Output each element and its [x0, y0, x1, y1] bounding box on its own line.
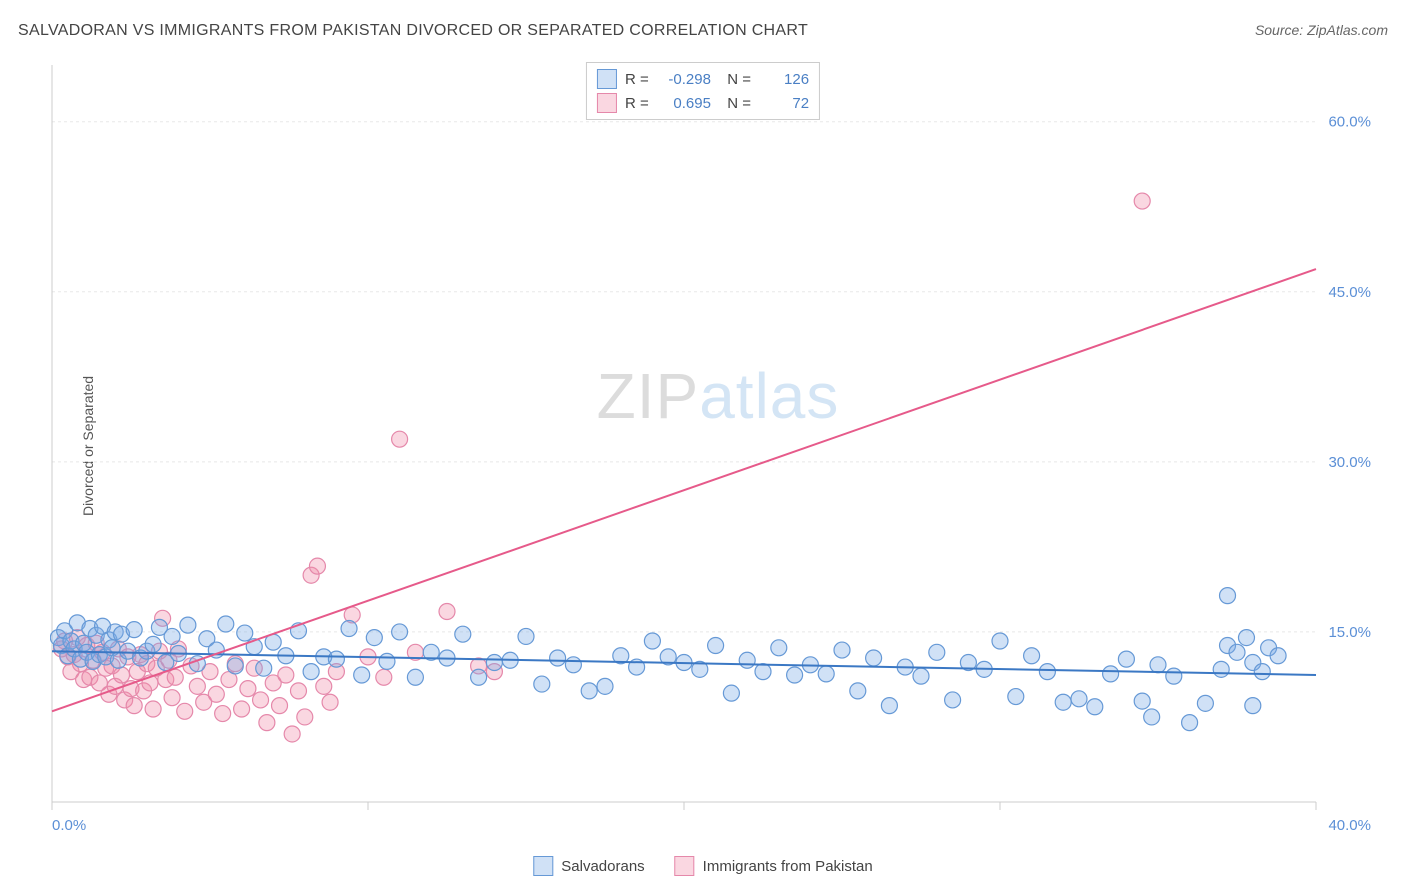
bottom-legend: Salvadorans Immigrants from Pakistan [533, 856, 872, 876]
svg-text:30.0%: 30.0% [1328, 454, 1371, 471]
swatch-series-0 [597, 69, 617, 89]
chart-title: SALVADORAN VS IMMIGRANTS FROM PAKISTAN D… [18, 22, 808, 40]
n-value-1: 72 [759, 95, 809, 112]
svg-text:0.0%: 0.0% [52, 817, 86, 834]
legend-item-0: Salvadorans [533, 856, 644, 876]
legend-item-1: Immigrants from Pakistan [675, 856, 873, 876]
svg-text:40.0%: 40.0% [1328, 817, 1371, 834]
svg-text:15.0%: 15.0% [1328, 624, 1371, 641]
plot-area: 15.0%30.0%45.0%60.0%0.0%40.0% ZIPatlas [50, 60, 1386, 842]
r-value-1: 0.695 [661, 95, 711, 112]
n-label: N = [719, 95, 751, 112]
correlation-stats-box: R = -0.298 N = 126 R = 0.695 N = 72 [586, 62, 820, 120]
stats-row-series-0: R = -0.298 N = 126 [597, 67, 809, 91]
svg-text:45.0%: 45.0% [1328, 284, 1371, 301]
legend-swatch-0 [533, 856, 553, 876]
legend-label-1: Immigrants from Pakistan [703, 858, 873, 875]
scatter-plot-svg: 15.0% 30.0% 45.0% 60.0% 0.0% 40.0% [50, 60, 1386, 842]
r-value-0: -0.298 [661, 71, 711, 88]
chart-container: SALVADORAN VS IMMIGRANTS FROM PAKISTAN D… [0, 0, 1406, 892]
svg-text:60.0%: 60.0% [1328, 114, 1371, 131]
source-attribution: Source: ZipAtlas.com [1255, 22, 1388, 38]
swatch-series-1 [597, 93, 617, 113]
stats-row-series-1: R = 0.695 N = 72 [597, 91, 809, 115]
r-label: R = [625, 71, 653, 88]
legend-swatch-1 [675, 856, 695, 876]
legend-label-0: Salvadorans [561, 858, 644, 875]
n-value-0: 126 [759, 71, 809, 88]
r-label: R = [625, 95, 653, 112]
n-label: N = [719, 71, 751, 88]
